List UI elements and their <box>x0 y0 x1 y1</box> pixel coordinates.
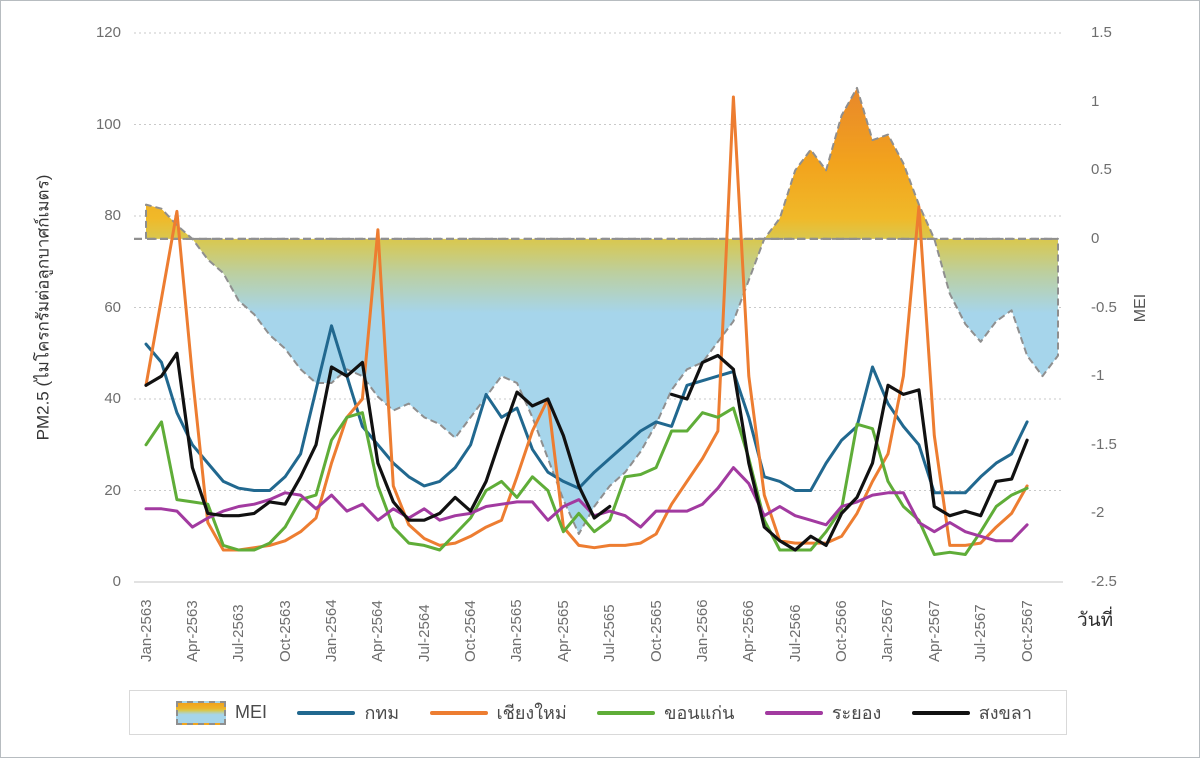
y-right-tick-label: 1.5 <box>1091 24 1112 42</box>
x-tick-label: Jul-2567 <box>972 604 990 662</box>
x-tick-label: Apr-2564 <box>369 600 387 662</box>
legend: MEI กทม เชียงใหม่ ขอนแก่น ระยอง สงขลา <box>129 690 1067 735</box>
legend-item-songkhla: สงขลา <box>911 698 1032 727</box>
series-line-rayong <box>144 466 1029 543</box>
legend-label-khonkaen: ขอนแก่น <box>664 703 735 723</box>
y-right-tick-label: -0.5 <box>1091 298 1117 316</box>
legend-swatch-mei-area <box>176 700 226 725</box>
y-right-tick-label: -1.5 <box>1091 435 1117 453</box>
left-axis-title-wrap: PM2.5 (ไมโครกรัมต่อลูกบาศก์เมตร) <box>31 33 55 582</box>
x-tick-label: Jul-2565 <box>601 604 619 662</box>
legend-item-khonkaen: ขอนแก่น <box>597 698 734 727</box>
x-tick-label: Oct-2563 <box>276 600 294 662</box>
x-tick-label: Jan-2566 <box>693 599 711 662</box>
left-axis-title: PM2.5 (ไมโครกรัมต่อลูกบาศก์เมตร) <box>33 174 53 441</box>
y-right-tick-label: 1 <box>1091 92 1100 110</box>
x-tick-label: Apr-2563 <box>183 600 201 662</box>
x-tick-label: Apr-2565 <box>554 600 572 662</box>
y-right-tick-label: -2.5 <box>1091 573 1117 591</box>
y-left-tick-label: 120 <box>95 24 121 41</box>
legend-swatch-rayong-line <box>764 710 823 715</box>
series-line-chiangmai <box>144 95 1029 552</box>
right-axis-title: MEI <box>1132 293 1150 322</box>
y-left-tick-label: 40 <box>104 390 121 407</box>
x-tick-label: Jan-2565 <box>508 599 526 662</box>
y-left-tick-label: 100 <box>95 115 121 133</box>
y-right-tick-label: 0 <box>1091 229 1100 247</box>
legend-label-chiangmai: เชียงใหม่ <box>496 703 567 723</box>
y-right-tick-label: 0.5 <box>1091 161 1112 179</box>
series-line-bangkok <box>144 324 1029 495</box>
legend-swatch-bangkok-line <box>297 710 356 715</box>
y-left-tick-label: 80 <box>104 207 121 224</box>
x-tick-label: Apr-2566 <box>740 600 758 662</box>
x-tick-label: Jan-2563 <box>137 599 155 662</box>
legend-label-mei: MEI <box>235 702 268 722</box>
x-tick-label: Jan-2564 <box>322 599 340 662</box>
legend-swatch-chiangmai-line <box>429 710 488 715</box>
legend-swatch-khonkaen-line <box>597 710 656 715</box>
y-right-tick-label: -1 <box>1091 367 1105 385</box>
x-tick-label: Oct-2567 <box>1018 600 1036 662</box>
x-tick-label: Oct-2565 <box>647 600 665 662</box>
x-axis-title: วันที่ <box>1077 610 1114 631</box>
legend-item-rayong: ระยอง <box>764 698 882 727</box>
y-left-tick-label: 20 <box>104 481 121 499</box>
x-tick-label: Jul-2566 <box>786 604 804 662</box>
x-tick-label: Jul-2563 <box>230 604 248 662</box>
y-left-tick-label: 0 <box>112 573 121 590</box>
y-right-tick-label: -2 <box>1091 504 1105 522</box>
mei-area <box>145 86 1059 535</box>
x-tick-label: Jan-2567 <box>879 599 897 662</box>
right-axis-title-wrap: MEI <box>1129 33 1153 582</box>
y-left-tick-label: 60 <box>104 298 121 316</box>
x-tick-label: Oct-2564 <box>462 600 480 662</box>
legend-label-bangkok: กทม <box>364 703 400 723</box>
legend-label-songkhla: สงขลา <box>978 703 1032 723</box>
series-line-khonkaen <box>144 406 1029 556</box>
x-tick-label: Oct-2566 <box>833 600 851 662</box>
legend-label-rayong: ระยอง <box>831 703 882 723</box>
legend-item-mei: MEI <box>176 700 268 725</box>
legend-swatch-songkhla-line <box>911 710 970 715</box>
legend-item-chiangmai: เชียงใหม่ <box>429 698 567 727</box>
legend-item-bangkok: กทม <box>297 698 399 727</box>
x-tick-label: Jul-2564 <box>415 604 433 662</box>
series-line-songkhla <box>144 351 1029 552</box>
x-tick-label: Apr-2567 <box>925 600 943 662</box>
